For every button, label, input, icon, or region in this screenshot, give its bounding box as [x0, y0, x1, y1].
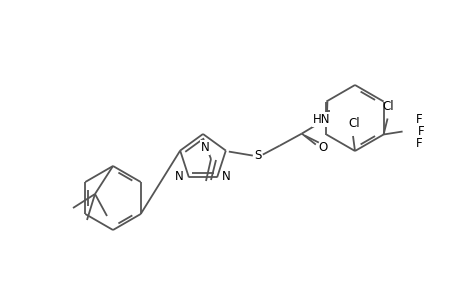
- Text: N: N: [222, 170, 230, 183]
- Text: S: S: [253, 149, 261, 162]
- Text: Cl: Cl: [382, 100, 393, 112]
- Text: F: F: [417, 125, 423, 138]
- Text: O: O: [318, 141, 327, 154]
- Text: HN: HN: [313, 113, 330, 126]
- Text: Cl: Cl: [347, 117, 359, 130]
- Text: N: N: [200, 141, 209, 154]
- Text: N: N: [175, 170, 184, 183]
- Text: F: F: [414, 137, 421, 150]
- Text: F: F: [414, 113, 421, 126]
